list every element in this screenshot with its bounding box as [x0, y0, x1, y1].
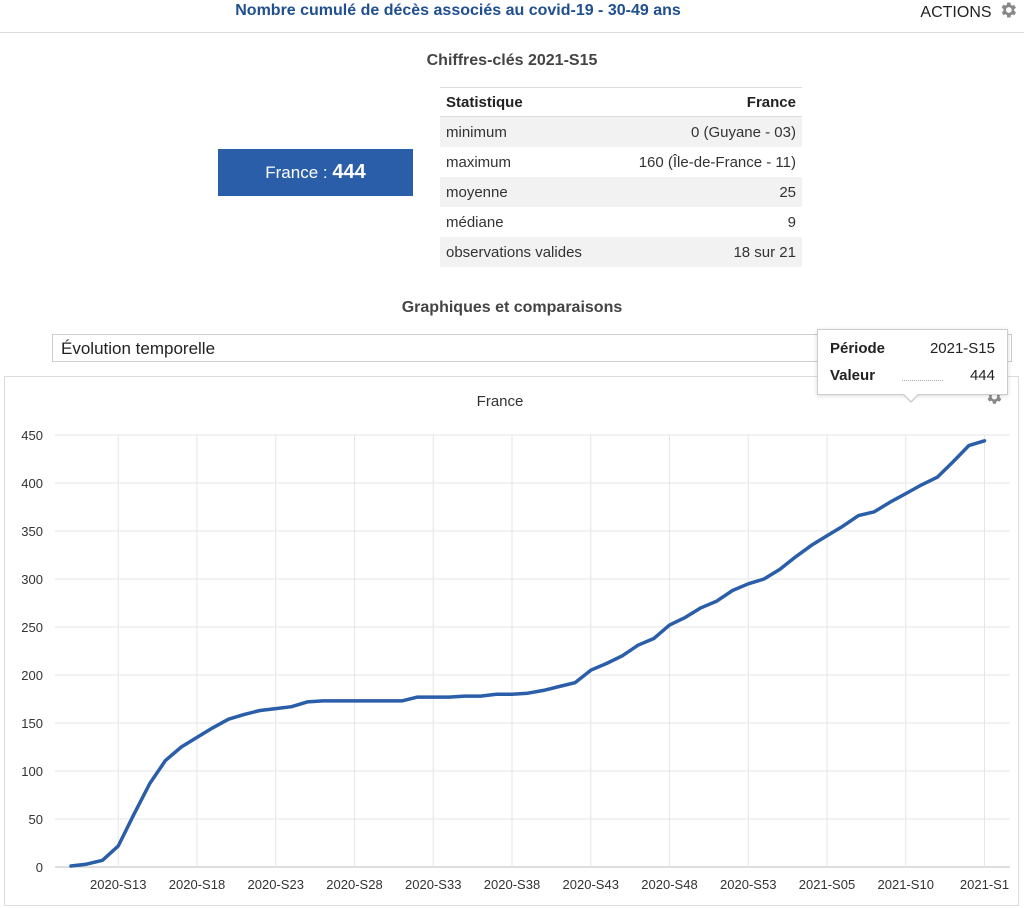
tooltip-period-value: 2021-S15 [929, 340, 995, 357]
stats-header-statistic: Statistique [440, 87, 609, 117]
stat-name: médiane [446, 213, 504, 231]
stat-value: 0 (Guyane - 03) [608, 116, 802, 147]
tooltip-arrow-inner [903, 393, 919, 401]
tooltip-period-row: Période 2021-S15 [830, 340, 995, 360]
y-tick-label: 450 [21, 428, 43, 443]
y-tick-label: 400 [21, 476, 43, 491]
table-row: médiane 9 [440, 207, 802, 237]
stat-name: observations valides [440, 237, 609, 267]
stats-header-france: France [608, 87, 802, 117]
y-tick-label: 50 [29, 812, 43, 827]
x-tick-label: 2020-S48 [641, 877, 697, 892]
stat-value: 160 (Île-de-France - 11) [638, 153, 796, 171]
tooltip-value-value: 444 [969, 367, 995, 384]
stats-header-row: Statistique France [440, 87, 802, 117]
y-tick-label: 350 [21, 524, 43, 539]
x-tick-label: 2020-S43 [563, 877, 619, 892]
x-tick-label: 2020-S23 [248, 877, 304, 892]
y-tick-label: 0 [36, 860, 43, 875]
x-tick-label: 2020-S13 [90, 877, 146, 892]
tooltip-period-label: Période [830, 340, 886, 357]
table-row: maximum 160 (Île-de-France - 11) [440, 147, 802, 177]
x-tick-label: 2021-S10 [878, 877, 934, 892]
y-tick-label: 200 [21, 668, 43, 683]
stat-value: 18 sur 21 [608, 237, 802, 267]
key-figures-title: Chiffres-clés 2021-S15 [426, 52, 598, 69]
france-value-box: France : 444 [218, 149, 413, 196]
comparisons-title: Graphiques et comparaisons [401, 299, 623, 316]
chart-title: France [477, 393, 524, 410]
line-chart: France 0 50 100 150 200 250 300 350 400 450 2020-S1… [21, 389, 1010, 892]
actions-label: ACTIONS [920, 4, 992, 21]
x-tick-label: 2020-S28 [326, 877, 382, 892]
table-row: moyenne 25 [440, 177, 802, 207]
actions-button[interactable]: ACTIONS [920, 0, 1018, 22]
stat-name: minimum [440, 116, 609, 147]
tooltip-leader [902, 380, 943, 381]
x-tick-label: 2020-S18 [169, 877, 225, 892]
x-tick-label: 2020-S33 [405, 877, 461, 892]
series-line [69, 439, 987, 868]
table-row: minimum 0 (Guyane - 03) [440, 116, 802, 147]
table-row: observations valides 18 sur 21 [440, 237, 802, 267]
stat-name: maximum [446, 153, 512, 171]
france-value: 444 [332, 161, 366, 183]
chart-panel: France 0 50 100 150 200 250 300 350 400 450 2020-S1… [4, 376, 1019, 906]
stat-value: 25 [608, 177, 802, 207]
y-tick-label: 150 [21, 716, 43, 731]
x-tick-label: 2020-S53 [720, 877, 776, 892]
france-value-label: France : [265, 163, 333, 182]
x-tick-label: 2021-S05 [799, 877, 855, 892]
stat-name: moyenne [440, 177, 609, 207]
gear-icon [1001, 2, 1016, 18]
stat-value: 9 [787, 213, 796, 231]
tooltip-value-label: Valeur [830, 367, 876, 384]
y-tick-label: 250 [21, 620, 43, 635]
x-tick-label: 2021-S1 [960, 877, 1009, 892]
page-title: Nombre cumulé de décès associés au covid… [235, 2, 681, 19]
tooltip-value-row: Valeur 444 [830, 367, 995, 387]
chart-tooltip: Période 2021-S15 Valeur 444 [817, 329, 1008, 403]
x-tick-label: 2020-S38 [484, 877, 540, 892]
y-tick-label: 100 [21, 764, 43, 779]
y-tick-label: 300 [21, 572, 43, 587]
stats-table: Statistique France minimum 0 (Guyane - 0… [440, 87, 802, 267]
top-bar: Nombre cumulé de décès associés au covid… [0, 0, 1024, 33]
